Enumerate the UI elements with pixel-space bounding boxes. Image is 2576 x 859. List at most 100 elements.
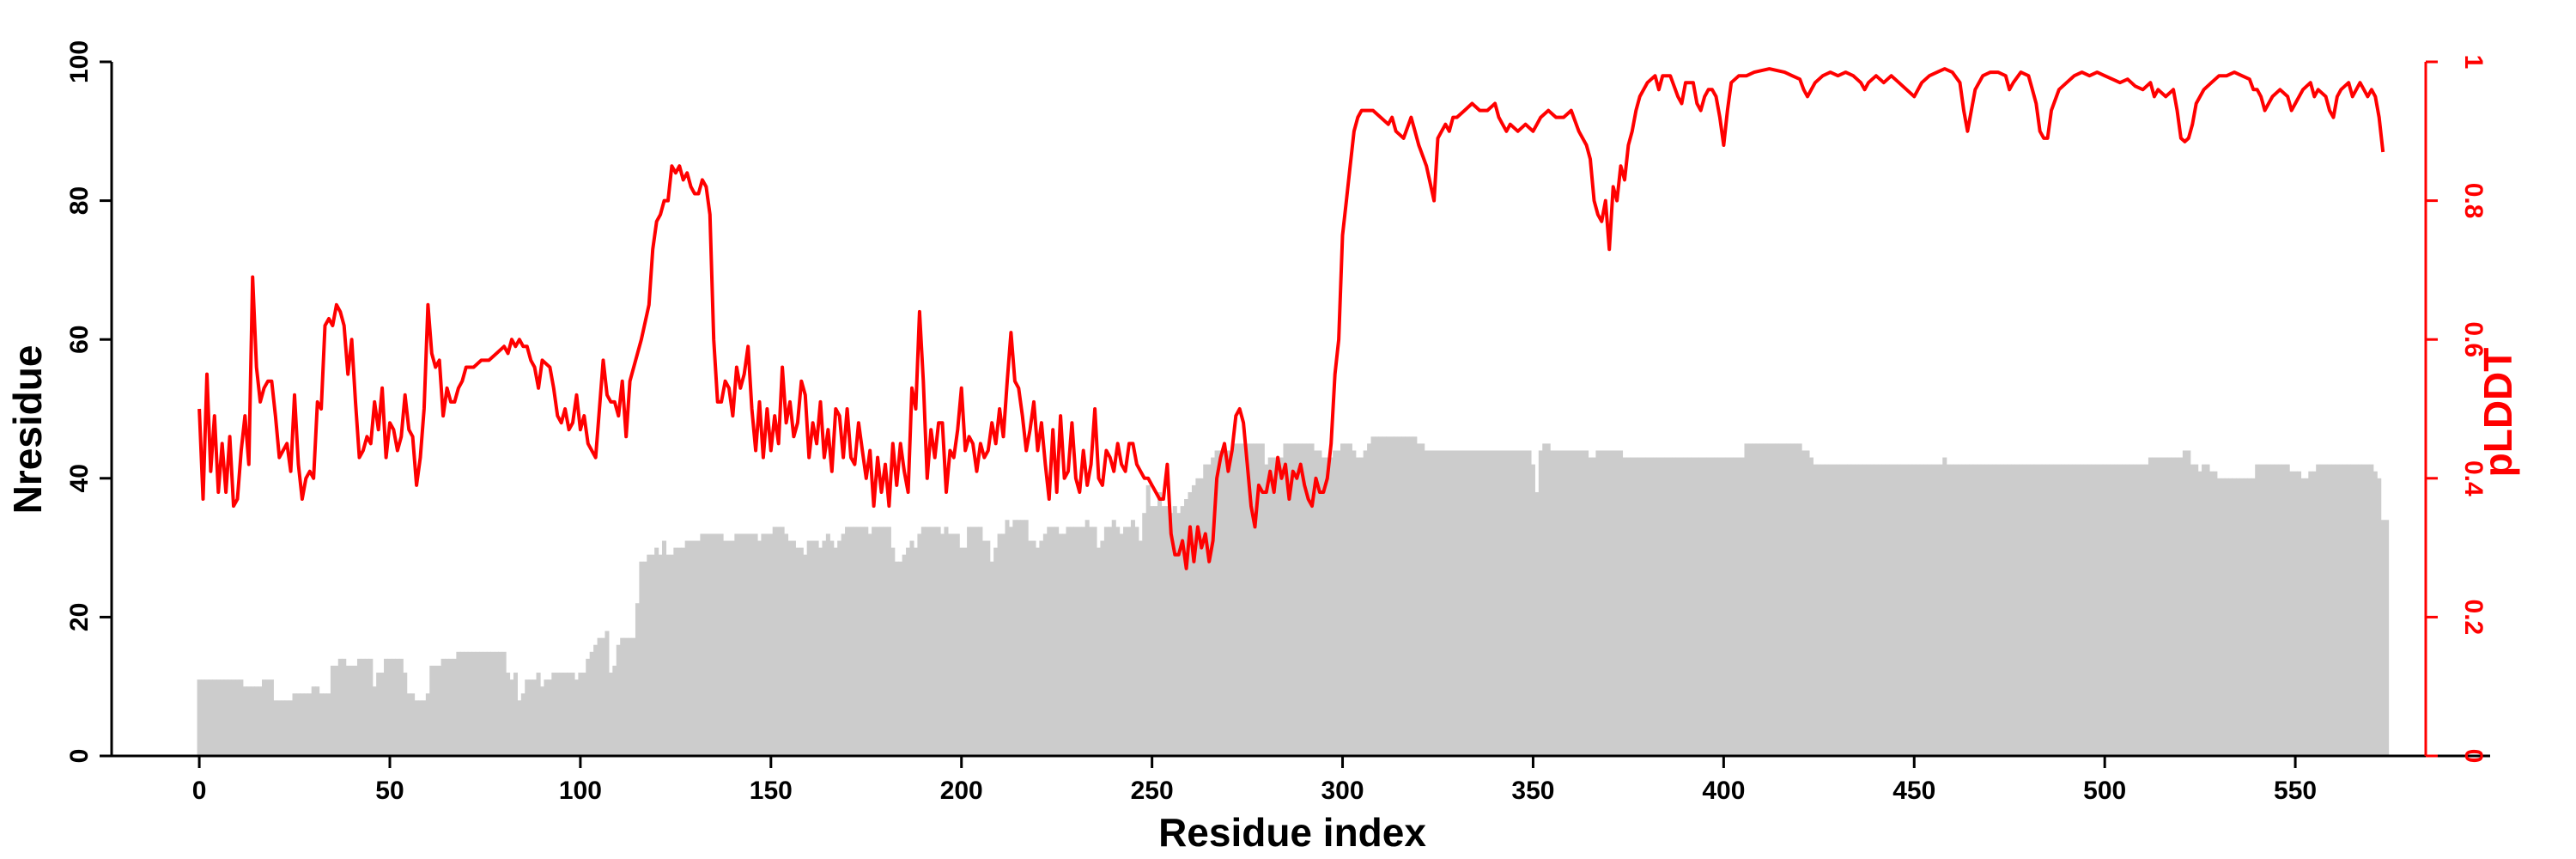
nresidue-bar — [1286, 443, 1291, 756]
nresidue-bar — [368, 658, 374, 756]
nresidue-bar — [2083, 464, 2088, 756]
nresidue-bar — [726, 540, 732, 756]
nresidue-bar — [1237, 443, 1242, 756]
nresidue-bar — [1813, 464, 1818, 756]
nresidue-bar — [1439, 450, 1444, 756]
nresidue-bar — [1428, 450, 1433, 756]
nresidue-bar — [2342, 464, 2348, 756]
nresidue-bar — [867, 533, 872, 756]
nresidue-bar — [2228, 478, 2233, 756]
nresidue-bar — [2327, 464, 2332, 756]
nresidue-bar — [673, 547, 678, 756]
nresidue-bar — [395, 658, 400, 756]
nresidue-bar — [967, 527, 972, 756]
nresidue-bar — [764, 533, 769, 756]
nresidue-bar — [875, 527, 880, 756]
nresidue-bar — [1363, 450, 1368, 756]
nresidue-bar — [1774, 443, 1780, 756]
nresidue-bar — [1245, 443, 1250, 756]
nresidue-bar — [799, 547, 804, 756]
nresidue-bar — [723, 540, 728, 756]
nresidue-bar — [254, 686, 259, 756]
nresidue-bar — [1306, 443, 1311, 756]
nresidue-bar — [303, 693, 308, 756]
nresidue-bar — [410, 693, 416, 756]
nresidue-bar — [1469, 450, 1474, 756]
nresidue-bar — [349, 665, 355, 756]
nresidue-bar — [2239, 478, 2245, 756]
nresidue-bar — [1005, 520, 1010, 756]
nresidue-bar — [1473, 450, 1479, 756]
nresidue-bar — [1127, 527, 1132, 756]
nresidue-bar — [2350, 464, 2355, 756]
nresidue-bar — [902, 554, 907, 756]
nresidue-bar — [1977, 464, 1982, 756]
nresidue-bar — [1264, 464, 1269, 756]
nresidue-bar — [2099, 464, 2104, 756]
nresidue-bar — [1309, 443, 1315, 756]
nresidue-bar — [570, 673, 575, 756]
nresidue-bar — [803, 554, 808, 756]
nresidue-bar — [1164, 506, 1170, 756]
nresidue-bar — [2113, 464, 2119, 756]
nresidue-bar — [2361, 464, 2366, 756]
nresidue-bar — [1222, 450, 1227, 756]
nresidue-bar — [1084, 520, 1090, 756]
nresidue-bar — [2324, 464, 2329, 756]
nresidue-bar — [1249, 443, 1254, 756]
nresidue-bar — [1794, 443, 1799, 756]
nresidue-bar — [2194, 464, 2199, 756]
nresidue-bar — [753, 533, 758, 756]
nresidue-bar — [1919, 464, 1924, 756]
nresidue-bar — [536, 673, 541, 756]
nresidue-bar — [1161, 506, 1166, 756]
nresidue-bar — [860, 527, 865, 756]
nresidue-bar — [1382, 436, 1387, 756]
nresidue-bar — [898, 561, 903, 756]
nresidue-bar — [2385, 520, 2390, 756]
nresidue-bar — [380, 673, 385, 756]
y-right-tick-label: 0.4 — [2459, 460, 2488, 497]
nresidue-bar — [456, 651, 461, 756]
nresidue-bar — [1603, 450, 1608, 756]
nresidue-bar — [1489, 450, 1494, 756]
x-tick-label: 250 — [1131, 777, 1174, 805]
nresidue-bar — [1564, 450, 1570, 756]
nresidue-bar — [1649, 457, 1654, 756]
nresidue-bar — [1218, 450, 1224, 756]
nresidue-bar — [2030, 464, 2035, 756]
nresidue-bar — [2110, 464, 2115, 756]
nresidue-bar — [506, 673, 511, 756]
nresidue-bar — [848, 527, 854, 756]
nresidue-bar — [1405, 436, 1410, 756]
nresidue-bar — [1950, 464, 1955, 756]
nresidue-bar — [997, 533, 1002, 756]
nresidue-bar — [1999, 464, 2004, 756]
nresidue-bar — [933, 527, 938, 756]
nresidue-bar — [2155, 457, 2160, 756]
nresidue-bar — [1889, 464, 1894, 756]
nresidue-bar — [784, 533, 789, 756]
nresidue-bar — [448, 658, 453, 756]
nresidue-bar — [1546, 443, 1551, 756]
nresidue-bar — [1741, 457, 1746, 756]
nresidue-bar — [1302, 443, 1307, 756]
nresidue-bar — [1477, 450, 1482, 756]
nresidue-bar — [452, 658, 457, 756]
nresidue-bar — [1275, 457, 1280, 756]
nresidue-bar — [1389, 436, 1394, 756]
nresidue-bar — [2319, 464, 2324, 756]
nresidue-bar — [2213, 471, 2218, 756]
nresidue-bar — [822, 540, 827, 756]
nresidue-bar — [1169, 513, 1174, 756]
nresidue-bar — [2129, 464, 2134, 756]
nresidue-bar — [1789, 443, 1795, 756]
nresidue-bar — [791, 540, 796, 756]
nresidue-bar — [1195, 478, 1200, 756]
y-left-ticks: 0 20 40 60 80 100 — [65, 40, 112, 763]
nresidue-bar — [2163, 457, 2168, 756]
nresidue-bar — [2091, 464, 2096, 756]
nresidue-bar — [1969, 464, 1974, 756]
nresidue-bar — [1134, 527, 1139, 756]
nresidue-bar — [669, 554, 674, 756]
